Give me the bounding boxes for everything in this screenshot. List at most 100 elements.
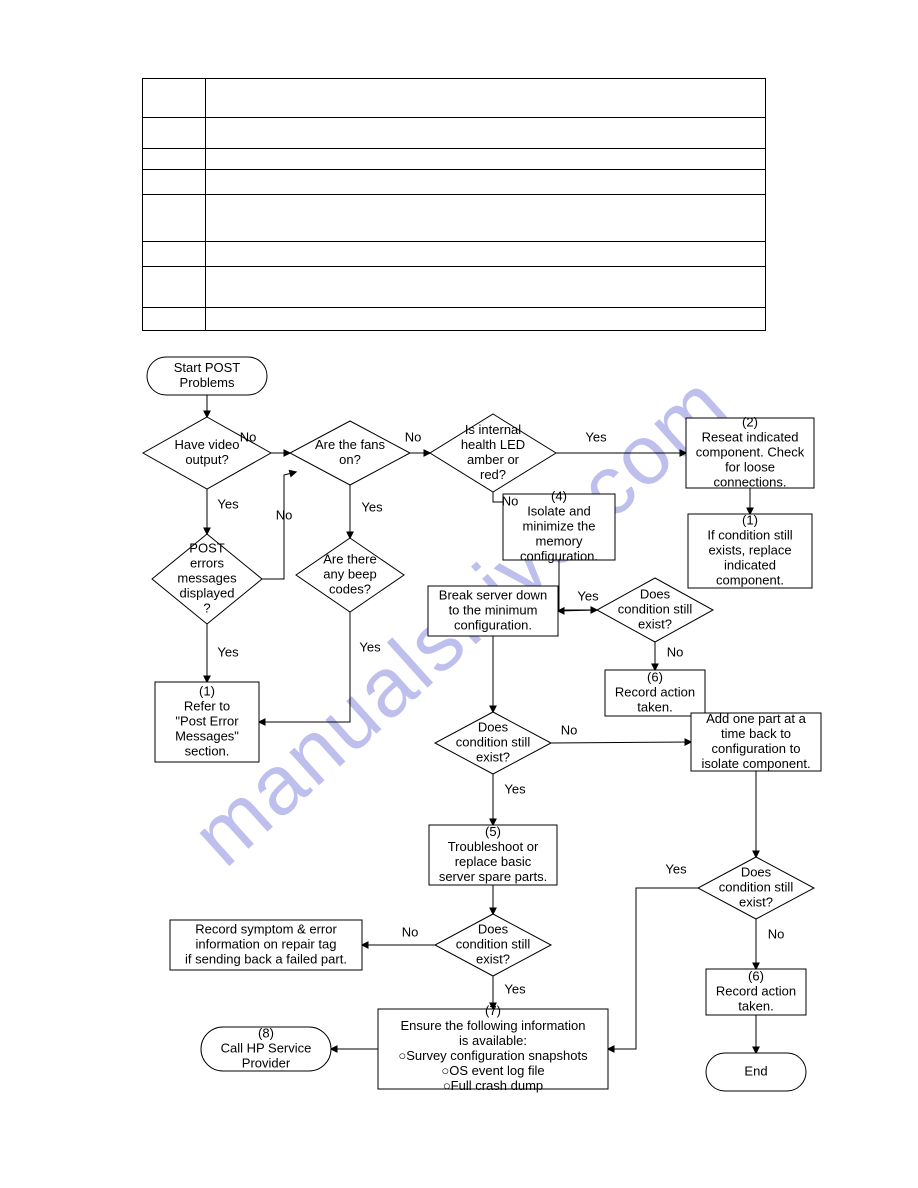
- edge-label: No: [561, 722, 578, 737]
- node-text: codes?: [329, 581, 371, 596]
- node-video: Have videooutput?: [143, 417, 271, 489]
- table-cell: [205, 79, 765, 118]
- node-text: Does: [640, 586, 671, 601]
- node-text: taken.: [637, 699, 672, 714]
- node-break: Break server downto the minimumconfigura…: [428, 586, 558, 636]
- node-text: Record action: [716, 983, 796, 998]
- table-cell: [205, 149, 765, 170]
- node-text: section.: [185, 743, 230, 758]
- node-text: (8): [258, 1025, 274, 1040]
- node-text: ○OS event log file: [441, 1063, 544, 1078]
- node-text: time back to: [721, 726, 791, 741]
- node-text: Reseat indicated: [702, 429, 799, 444]
- edge-label: No: [240, 429, 257, 444]
- node-start: Start POSTProblems: [147, 357, 267, 395]
- edge-label: No: [405, 429, 422, 444]
- node-isolate: (4)Isolate andminimize thememoryconfigur…: [503, 488, 615, 563]
- node-cond3: Doescondition stillexist?: [698, 857, 814, 919]
- node-cond2: Doescondition stillexist?: [435, 712, 551, 774]
- node-fans: Are the fanson?: [290, 421, 410, 485]
- node-text: Ensure the following information: [401, 1018, 586, 1033]
- node-text: memory: [536, 533, 583, 548]
- table-cell: [143, 118, 206, 149]
- node-text: is available:: [459, 1033, 527, 1048]
- node-text: taken.: [738, 998, 773, 1013]
- node-text: errors: [190, 555, 224, 570]
- node-text: Refer to: [184, 698, 230, 713]
- node-text: If condition still: [707, 527, 792, 542]
- node-text: exist?: [739, 894, 773, 909]
- node-text: Problems: [180, 375, 235, 390]
- edge-label: Yes: [217, 644, 239, 659]
- node-text: server spare parts.: [439, 869, 547, 884]
- node-text: Add one part at a: [706, 711, 807, 726]
- node-text: Messages": [175, 728, 239, 743]
- node-text: (4): [551, 488, 567, 503]
- node-text: amber or: [467, 452, 520, 467]
- table-cell: [143, 170, 206, 195]
- node-text: configuration.: [454, 617, 532, 632]
- edge-label: Yes: [665, 861, 687, 876]
- node-text: Start POST: [174, 360, 241, 375]
- node-text: Troubleshoot or: [448, 839, 539, 854]
- node-reseat: (2)Reseat indicatedcomponent. Checkfor l…: [686, 414, 814, 489]
- node-text: condition still: [618, 601, 693, 616]
- node-rec1: (6)Record actiontaken.: [605, 669, 705, 716]
- node-addone: Add one part at atime back toconfigurati…: [691, 711, 821, 771]
- edge: [551, 742, 691, 743]
- node-text: condition still: [456, 734, 531, 749]
- table-cell: [143, 195, 206, 242]
- table-cell: [143, 79, 206, 118]
- node-ref1: (1)Refer to"Post ErrorMessages"section.: [155, 682, 259, 762]
- node-text: exist?: [476, 951, 510, 966]
- edge: [608, 888, 698, 1049]
- node-text: connections.: [714, 474, 787, 489]
- node-ensure: (7)Ensure the following informationis av…: [378, 1003, 608, 1093]
- node-text: messages: [177, 570, 237, 585]
- table-cell: [143, 149, 206, 170]
- node-text: for loose: [725, 459, 775, 474]
- edge-label: Yes: [359, 639, 381, 654]
- node-text: Record action: [615, 684, 695, 699]
- node-text: ○Survey configuration snapshots: [398, 1048, 588, 1063]
- node-text: output?: [185, 452, 228, 467]
- node-beep: Are thereany beepcodes?: [296, 538, 404, 612]
- table-cell: [205, 308, 765, 331]
- edge: [259, 612, 350, 722]
- node-text: Break server down: [439, 587, 547, 602]
- node-text: (6): [748, 968, 764, 983]
- node-text: configuration.: [520, 548, 598, 563]
- node-text: exists, replace: [708, 542, 791, 557]
- table-cell: [205, 242, 765, 267]
- edge-label: Yes: [361, 499, 383, 514]
- node-text: displayed: [180, 585, 235, 600]
- node-callhp: (8)Call HP ServiceProvider: [201, 1025, 331, 1071]
- node-text: Does: [741, 864, 772, 879]
- edge-label: Yes: [217, 496, 239, 511]
- node-cond4: Doescondition stillexist?: [435, 914, 551, 976]
- node-text: Does: [478, 921, 509, 936]
- node-text: POST: [189, 540, 224, 555]
- node-led: Is internalhealth LEDamber orred?: [430, 414, 556, 492]
- edge-label: No: [768, 926, 785, 941]
- node-text: condition still: [456, 936, 531, 951]
- node-text: (1): [742, 512, 758, 527]
- edge-label: Yes: [585, 429, 607, 444]
- node-record: Record symptom & errorinformation on rep…: [170, 920, 362, 970]
- node-text: (7): [485, 1003, 501, 1018]
- node-text: health LED: [461, 437, 525, 452]
- table-cell: [143, 242, 206, 267]
- edge-label: Yes: [504, 781, 526, 796]
- edge-label: No: [276, 507, 293, 522]
- node-text: exist?: [638, 616, 672, 631]
- node-text: ?: [203, 600, 210, 615]
- node-text: exist?: [476, 749, 510, 764]
- node-text: to the minimum: [449, 602, 538, 617]
- node-text: configuration to: [712, 741, 801, 756]
- node-text: on?: [339, 452, 361, 467]
- edge-label: Yes: [577, 588, 599, 603]
- node-text: End: [744, 1063, 767, 1078]
- table-cell: [205, 170, 765, 195]
- edge-label: No: [667, 644, 684, 659]
- node-text: information on repair tag: [196, 936, 337, 951]
